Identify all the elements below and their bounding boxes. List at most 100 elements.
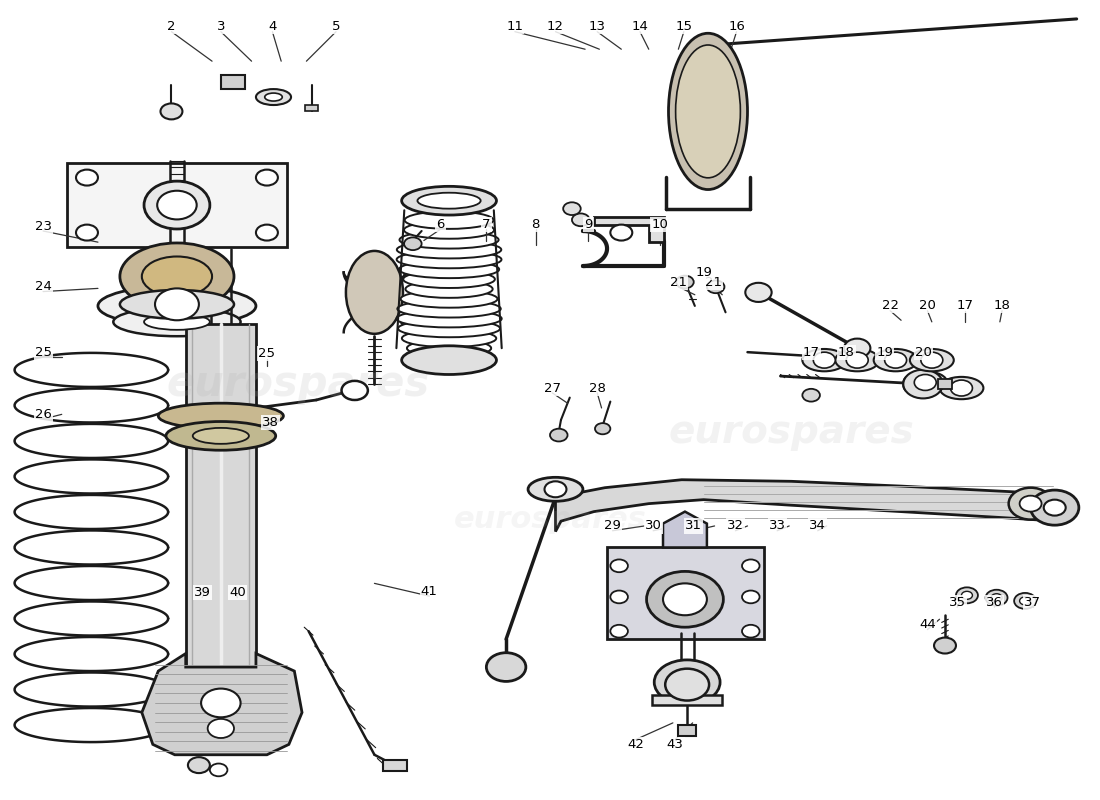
- Ellipse shape: [910, 349, 954, 371]
- Circle shape: [341, 381, 367, 400]
- Circle shape: [210, 763, 228, 776]
- Circle shape: [742, 590, 760, 603]
- Ellipse shape: [120, 243, 234, 310]
- Circle shape: [663, 583, 707, 615]
- Circle shape: [813, 352, 835, 368]
- Ellipse shape: [654, 660, 720, 705]
- Ellipse shape: [404, 270, 495, 288]
- Text: 34: 34: [810, 519, 826, 533]
- Text: eurospares: eurospares: [453, 505, 647, 534]
- Text: 11: 11: [506, 21, 524, 34]
- Text: 26: 26: [34, 408, 52, 421]
- Text: 38: 38: [262, 416, 278, 429]
- Circle shape: [188, 757, 210, 773]
- Text: 29: 29: [604, 519, 622, 533]
- Ellipse shape: [528, 478, 583, 502]
- Ellipse shape: [397, 250, 502, 268]
- Ellipse shape: [802, 349, 846, 371]
- Text: 10: 10: [651, 218, 668, 231]
- Text: 44: 44: [920, 618, 936, 631]
- Circle shape: [550, 429, 568, 442]
- Text: 25: 25: [34, 346, 52, 358]
- Ellipse shape: [142, 257, 212, 296]
- Text: 28: 28: [588, 382, 606, 394]
- Text: 15: 15: [675, 21, 692, 34]
- Text: 7: 7: [482, 218, 491, 231]
- Circle shape: [161, 103, 183, 119]
- Circle shape: [76, 225, 98, 241]
- Circle shape: [157, 190, 197, 219]
- Ellipse shape: [402, 186, 496, 215]
- Circle shape: [903, 370, 943, 398]
- Text: 17: 17: [803, 346, 820, 358]
- Ellipse shape: [397, 241, 502, 258]
- Bar: [679, 726, 696, 737]
- Circle shape: [742, 625, 760, 638]
- Ellipse shape: [406, 280, 493, 298]
- Ellipse shape: [256, 89, 292, 105]
- Circle shape: [676, 276, 694, 288]
- Ellipse shape: [402, 330, 496, 347]
- Polygon shape: [186, 324, 256, 667]
- Text: 33: 33: [769, 519, 785, 533]
- Ellipse shape: [405, 211, 494, 229]
- Polygon shape: [607, 547, 764, 639]
- Bar: [383, 759, 407, 770]
- Ellipse shape: [98, 286, 256, 326]
- Text: 21: 21: [705, 275, 722, 289]
- Polygon shape: [663, 512, 707, 547]
- Ellipse shape: [400, 290, 497, 308]
- Circle shape: [1031, 490, 1079, 525]
- Circle shape: [595, 423, 610, 434]
- Text: 37: 37: [1024, 596, 1042, 609]
- Circle shape: [950, 380, 972, 396]
- Ellipse shape: [265, 93, 283, 101]
- Ellipse shape: [113, 307, 241, 336]
- Text: 2: 2: [167, 21, 176, 34]
- Circle shape: [961, 591, 972, 599]
- Circle shape: [914, 374, 936, 390]
- Text: 30: 30: [645, 519, 661, 533]
- Circle shape: [208, 719, 234, 738]
- Circle shape: [934, 638, 956, 654]
- Text: 4: 4: [268, 21, 276, 34]
- Ellipse shape: [158, 403, 284, 429]
- Text: 22: 22: [881, 299, 899, 313]
- Polygon shape: [652, 695, 723, 705]
- Circle shape: [610, 225, 632, 241]
- Ellipse shape: [166, 422, 276, 450]
- Text: 31: 31: [685, 519, 702, 533]
- Text: 42: 42: [627, 738, 644, 751]
- Circle shape: [610, 590, 628, 603]
- Circle shape: [666, 669, 710, 701]
- Text: 35: 35: [948, 596, 966, 609]
- Ellipse shape: [903, 371, 947, 394]
- Ellipse shape: [675, 45, 740, 178]
- Ellipse shape: [399, 261, 499, 278]
- Text: 23: 23: [34, 220, 52, 233]
- Ellipse shape: [397, 300, 500, 318]
- Text: 16: 16: [728, 21, 745, 34]
- Circle shape: [610, 559, 628, 572]
- Text: 19: 19: [877, 346, 893, 358]
- Circle shape: [707, 281, 725, 293]
- Circle shape: [1014, 593, 1036, 609]
- Text: 20: 20: [918, 299, 936, 313]
- Polygon shape: [556, 480, 1057, 531]
- Text: 21: 21: [670, 275, 686, 289]
- Circle shape: [956, 587, 978, 603]
- Circle shape: [256, 225, 278, 241]
- Text: 6: 6: [436, 218, 444, 231]
- Ellipse shape: [418, 193, 481, 209]
- Text: 43: 43: [667, 738, 683, 751]
- Text: 14: 14: [631, 21, 648, 34]
- Circle shape: [486, 653, 526, 682]
- Text: 8: 8: [531, 218, 540, 231]
- Text: 25: 25: [258, 347, 275, 360]
- Bar: [938, 379, 952, 389]
- Ellipse shape: [873, 349, 917, 371]
- Ellipse shape: [144, 314, 210, 330]
- Text: 36: 36: [986, 596, 1003, 609]
- Circle shape: [844, 338, 870, 358]
- Ellipse shape: [396, 310, 502, 327]
